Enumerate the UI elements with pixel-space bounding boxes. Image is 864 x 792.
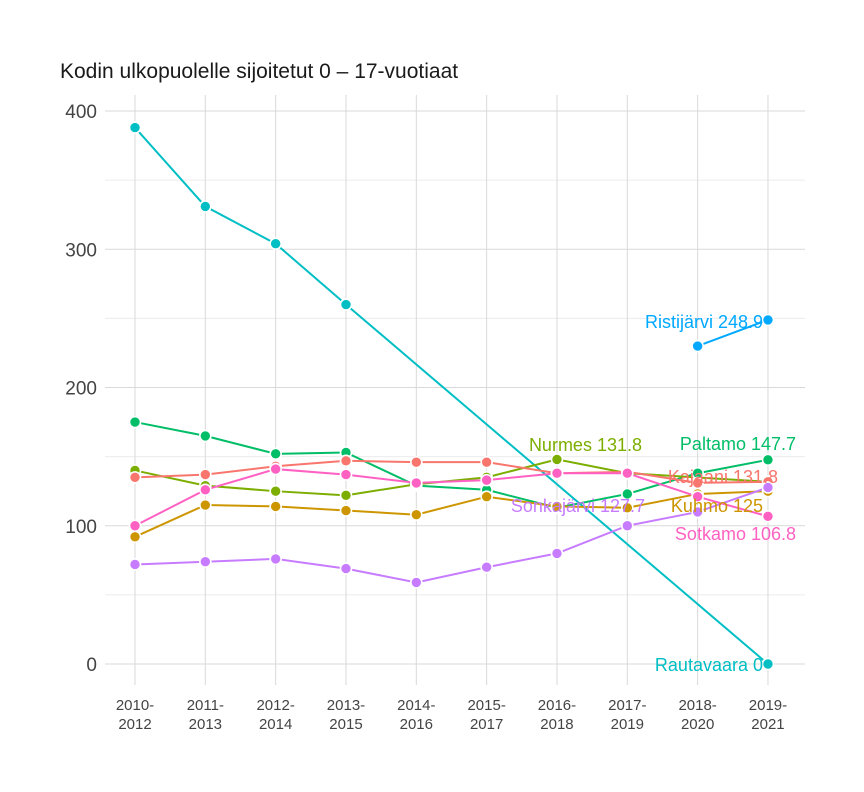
end-label-rautavaara: Rautavaara 0 [655, 655, 763, 675]
x-tick-label: 2019-2021 [749, 697, 787, 733]
chart-title: Kodin ulkopuolelle sijoitetut 0 – 17-vuo… [60, 60, 458, 83]
data-point-kajaani [199, 468, 212, 481]
data-point-paltamo [199, 429, 212, 443]
data-point-kuhmo [269, 500, 282, 513]
x-tick-label: 2016-2018 [538, 697, 576, 733]
x-tick-label: 2012-2014 [256, 697, 294, 733]
end-label-kajaani: Kajaani 131.8 [668, 467, 778, 487]
data-point-ristijarvi [691, 339, 704, 353]
y-tick-label: 100 [65, 517, 97, 538]
data-point-sotkamo [410, 476, 423, 490]
end-label-kuhmo: Kuhmo 125 [671, 496, 763, 516]
data-point-kuhmo [128, 530, 142, 544]
data-point-paltamo [621, 487, 634, 501]
y-tick-label: 400 [65, 102, 97, 123]
data-point-kuhmo [621, 501, 634, 515]
data-point-sotkamo [550, 466, 564, 480]
data-point-sotkamo [480, 473, 493, 487]
series-line-paltamo [134, 421, 769, 509]
data-point-sotkamo [269, 462, 282, 476]
data-point-rautavaara [199, 200, 212, 213]
data-point-kajaani [480, 455, 493, 469]
data-point-sonkajarvi [691, 505, 704, 519]
data-point-sotkamo [128, 519, 142, 533]
data-point-kuhmo [339, 504, 353, 517]
data-point-kajaani [339, 454, 353, 468]
data-point-rautavaara [128, 121, 142, 134]
y-tick-label: 300 [65, 240, 97, 261]
data-point-sonkajarvi [199, 555, 212, 568]
data-point-kuhmo [550, 500, 564, 513]
x-tick-label: 2011-2013 [187, 697, 224, 733]
series-lines [134, 126, 769, 665]
x-tick-label: 2010-2012 [116, 697, 154, 733]
data-point-paltamo [128, 415, 142, 429]
data-point-kuhmo [410, 508, 423, 521]
data-point-sotkamo [621, 466, 634, 480]
x-tick-label: 2013-2015 [327, 697, 365, 733]
data-point-kajaani [410, 455, 423, 469]
grid [105, 95, 805, 685]
data-point-paltamo [761, 453, 775, 467]
data-point-sonkajarvi [128, 558, 142, 571]
x-tick-label: 2017-2019 [608, 697, 646, 733]
data-point-rautavaara [761, 657, 775, 671]
data-point-rautavaara [339, 298, 353, 311]
series-line-sonkajarvi [134, 486, 769, 584]
x-axis-ticks: 2010-2012 2011-2013 2012-2014 2013-2015 2014… [116, 697, 787, 733]
series-points [128, 121, 775, 671]
series-line-ristijarvi [697, 318, 769, 347]
data-point-sotkamo [691, 490, 704, 504]
data-point-sonkajarvi [621, 519, 634, 533]
data-point-sonkajarvi [761, 481, 775, 494]
end-label-paltamo: Paltamo 147.7 [680, 434, 796, 454]
x-tick-label: 2014-2016 [397, 697, 435, 733]
data-point-sonkajarvi [269, 552, 282, 566]
data-point-nurmes [339, 489, 353, 502]
data-point-sotkamo [761, 510, 775, 523]
data-point-paltamo [269, 447, 282, 461]
data-point-rautavaara [269, 237, 282, 251]
data-point-nurmes [269, 484, 282, 498]
series-line-sotkamo [134, 468, 769, 527]
y-axis-ticks: 0 100 200 300 400 [65, 102, 97, 676]
x-tick-label: 2018-2020 [678, 697, 716, 733]
data-point-ristijarvi [761, 313, 775, 327]
end-label-ristijarvi: Ristijärvi 248.9 [645, 312, 763, 332]
end-label-nurmes: Nurmes 131.8 [529, 435, 642, 455]
end-labels: Rautavaara 0 Ristijärvi 248.9 Paltamo 147.… [511, 312, 796, 675]
data-point-sotkamo [199, 483, 212, 497]
series-line-rautavaara [134, 126, 769, 665]
end-label-sonkajarvi: Sonkajärvi 127.7 [511, 496, 645, 516]
data-point-sonkajarvi [339, 562, 353, 575]
end-label-sotkamo: Sotkamo 106.8 [675, 524, 796, 544]
y-tick-label: 200 [65, 379, 97, 400]
data-point-sonkajarvi [410, 576, 423, 589]
y-tick-label: 0 [86, 655, 97, 676]
data-point-kajaani [128, 471, 142, 484]
data-point-sotkamo [339, 468, 353, 481]
data-point-sonkajarvi [550, 547, 564, 560]
series-line-kajaani [134, 459, 768, 484]
data-point-sonkajarvi [480, 560, 493, 574]
x-tick-label: 2015-2017 [467, 697, 505, 733]
series-line-kuhmo [134, 490, 769, 538]
data-point-kuhmo [480, 490, 493, 504]
data-point-kuhmo [199, 498, 212, 512]
data-point-nurmes [550, 453, 564, 466]
